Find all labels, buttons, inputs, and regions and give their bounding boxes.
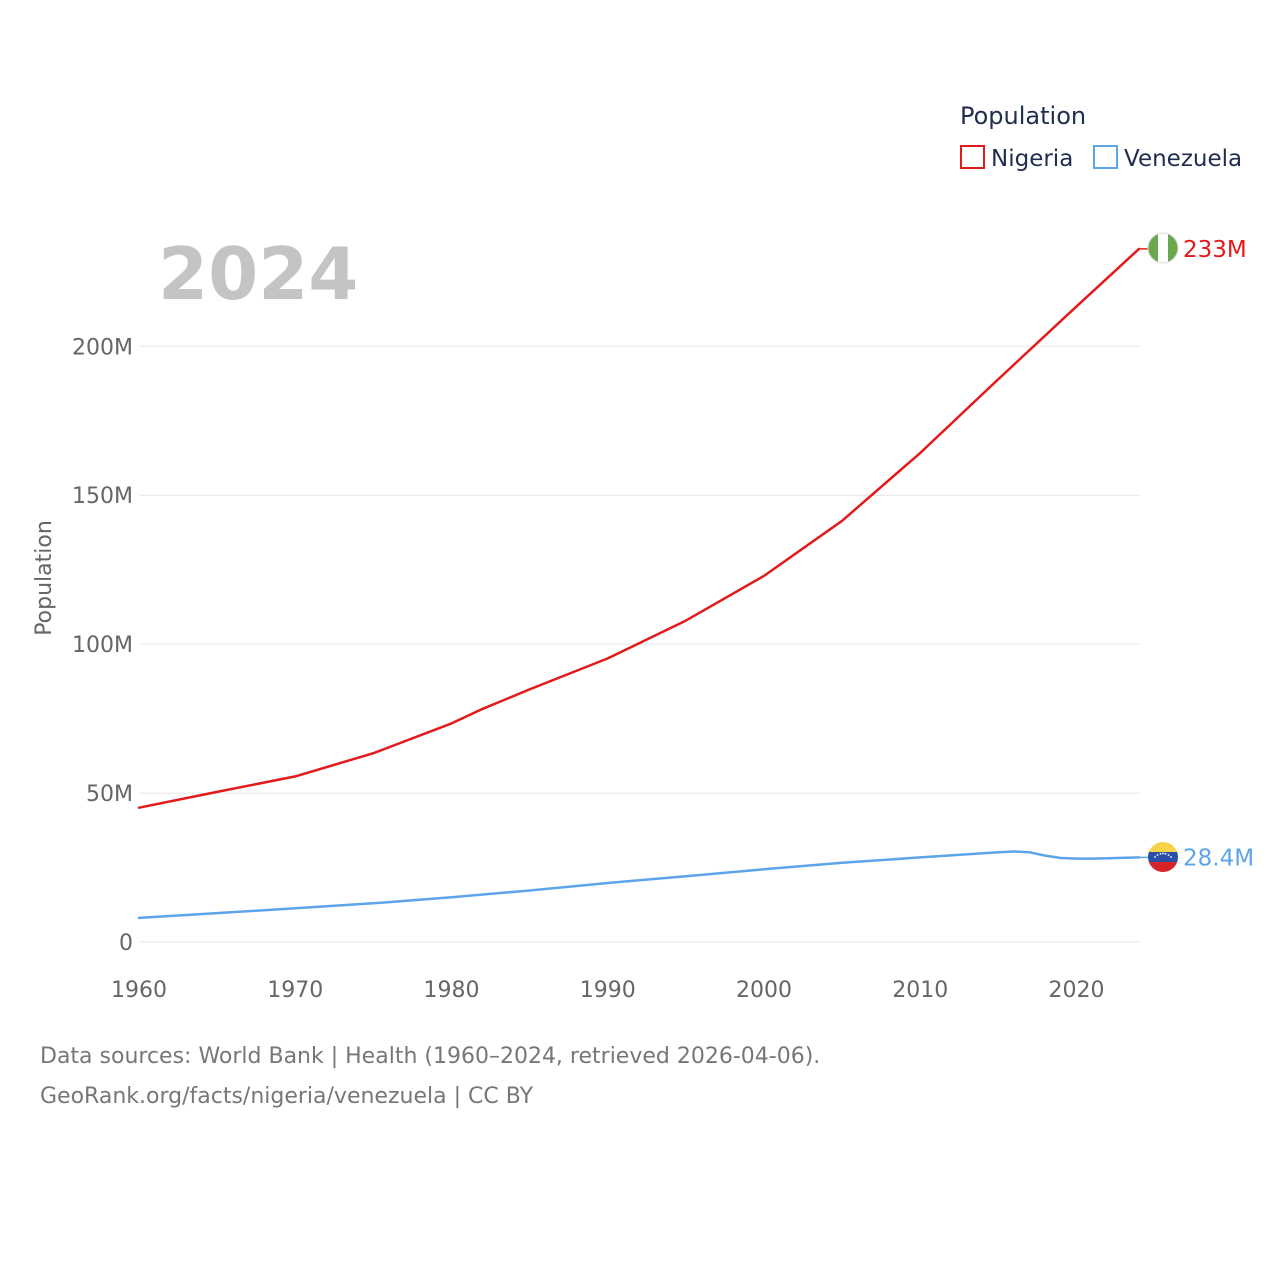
y-tick-label: 150M bbox=[72, 484, 133, 509]
x-tick-label: 1990 bbox=[580, 978, 636, 1003]
x-tick-label: 1980 bbox=[424, 978, 480, 1003]
source-url[interactable]: GeoRank.org/facts/nigeria/venezuela | CC… bbox=[40, 1084, 534, 1109]
series-lines bbox=[137, 247, 1141, 920]
nigeria-flag-icon bbox=[1148, 233, 1178, 263]
x-tick-label: 1970 bbox=[267, 978, 323, 1003]
x-tick-label: 2020 bbox=[1049, 978, 1105, 1003]
legend-label-nigeria: Nigeria bbox=[991, 146, 1073, 172]
end-value-label-venezuela: 28.4M bbox=[1183, 845, 1254, 871]
population-line-chart: Population Nigeria Venezuela 2024 Popula… bbox=[32, 102, 1254, 1003]
y-tick-label: 50M bbox=[86, 782, 133, 807]
series-line-venezuela[interactable] bbox=[137, 850, 1141, 920]
venezuela-flag-icon bbox=[1148, 842, 1178, 872]
series-line-nigeria[interactable] bbox=[137, 247, 1141, 809]
year-label: 2024 bbox=[158, 232, 358, 316]
tick-labels: 0 50M 100M 150M 200M 1960 1970 1980 1990 2000 2010… bbox=[72, 335, 1104, 1003]
legend-swatch-venezuela bbox=[1093, 145, 1118, 169]
x-tick-label: 2000 bbox=[736, 978, 792, 1003]
x-tick-label: 1960 bbox=[111, 978, 167, 1003]
legend-title: Population bbox=[960, 102, 1086, 130]
end-value-label-nigeria: 233M bbox=[1183, 237, 1247, 263]
y-tick-label: 100M bbox=[72, 633, 133, 658]
x-tick-label: 2010 bbox=[892, 978, 948, 1003]
legend-label-venezuela: Venezuela bbox=[1124, 146, 1242, 172]
legend-swatch-nigeria bbox=[960, 145, 985, 169]
legend-item-venezuela[interactable]: Venezuela bbox=[1093, 145, 1242, 172]
series-end-markers: 233M 28.4M bbox=[1139, 237, 1254, 871]
y-tick-label: 0 bbox=[119, 931, 133, 956]
y-tick-label: 200M bbox=[72, 335, 133, 360]
legend-item-nigeria[interactable]: Nigeria bbox=[960, 145, 1073, 172]
y-axis-title: Population bbox=[32, 520, 57, 636]
data-source-note: Data sources: World Bank | Health (1960–… bbox=[40, 1044, 821, 1069]
